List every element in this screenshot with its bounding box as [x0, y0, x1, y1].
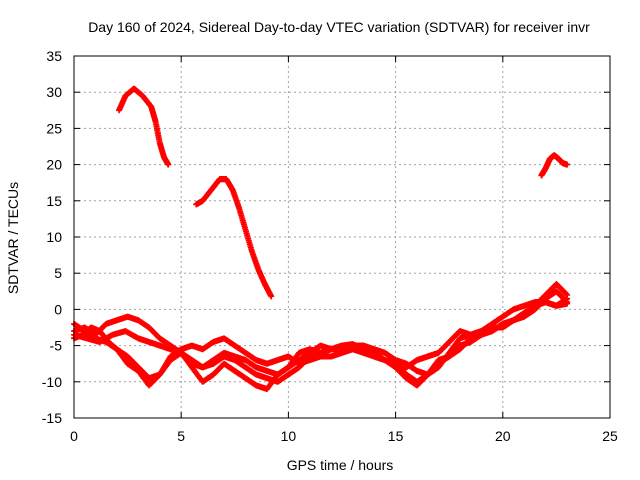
y-tick-label: -15 — [42, 410, 62, 426]
y-tick-label: 25 — [46, 120, 62, 136]
series-2 — [193, 176, 275, 300]
x-tick-label: 5 — [177, 428, 185, 444]
y-tick-label: 20 — [46, 157, 62, 173]
y-tick-label: -5 — [50, 338, 63, 354]
x-tick-label: 20 — [495, 428, 511, 444]
data-point — [564, 295, 571, 302]
series-1 — [116, 85, 172, 168]
x-tick-label: 10 — [281, 428, 297, 444]
data-point — [268, 293, 275, 300]
data-point — [165, 161, 172, 168]
series-5 — [71, 281, 571, 385]
y-tick-label: 15 — [46, 193, 62, 209]
series-3 — [538, 152, 571, 179]
axis-ticks: 0 5 10 15 20 25 -15 -10 -5 0 5 10 15 20 25 30 35 — [42, 48, 618, 444]
data-point — [563, 291, 570, 298]
x-axis-label: GPS time / hours — [287, 457, 394, 473]
y-tick-label: 10 — [46, 229, 62, 245]
y-axis-label: SDTVAR / TECUs — [5, 182, 21, 294]
x-tick-label: 15 — [388, 428, 404, 444]
chart-title: Day 160 of 2024, Sidereal Day-to-day VTE… — [88, 19, 590, 35]
y-tick-label: 0 — [54, 301, 62, 317]
y-tick-label: 35 — [46, 48, 62, 64]
x-tick-label: 25 — [602, 428, 618, 444]
y-tick-label: 5 — [54, 265, 62, 281]
series-7 — [71, 295, 571, 393]
y-tick-label: 30 — [46, 84, 62, 100]
y-tick-label: -10 — [42, 374, 62, 390]
data-points — [71, 85, 571, 393]
data-point — [564, 161, 571, 168]
x-tick-label: 0 — [70, 428, 78, 444]
